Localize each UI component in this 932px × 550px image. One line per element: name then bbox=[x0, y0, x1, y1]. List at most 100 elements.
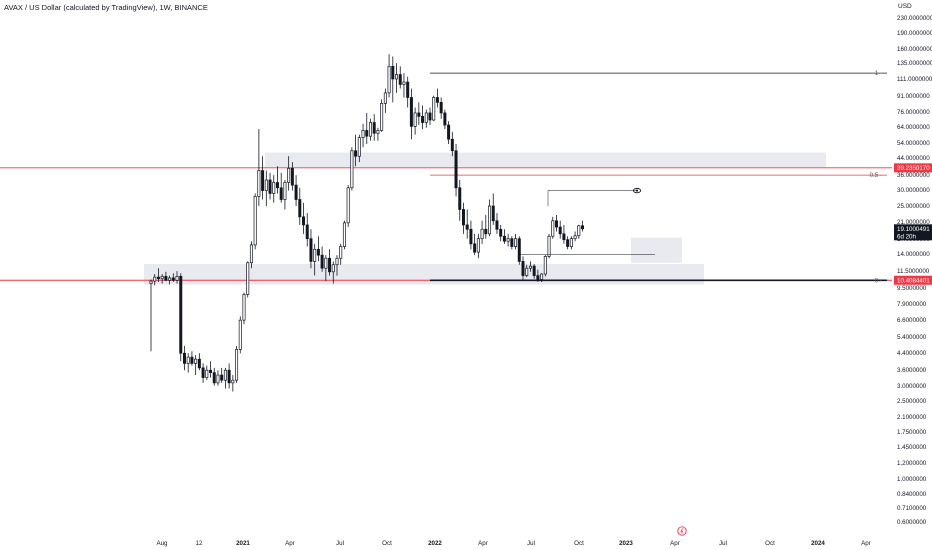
candle bbox=[569, 236, 573, 250]
candle-body bbox=[525, 267, 529, 276]
y-tick-label: 30.0000000 bbox=[897, 187, 930, 194]
candle bbox=[223, 367, 227, 389]
candle bbox=[514, 233, 518, 250]
candle-body bbox=[201, 367, 205, 378]
candle-body bbox=[372, 122, 376, 134]
x-tick-label: Apr bbox=[285, 540, 295, 547]
candle bbox=[517, 236, 521, 265]
candle-body bbox=[171, 277, 175, 281]
candle bbox=[272, 175, 276, 203]
candle bbox=[194, 355, 198, 376]
candle-body bbox=[346, 187, 350, 224]
y-tick-label: 64.0000000 bbox=[897, 124, 930, 131]
candle bbox=[528, 261, 532, 272]
candle bbox=[186, 353, 190, 373]
candle-body bbox=[216, 374, 220, 384]
candle-body bbox=[283, 182, 287, 200]
candle-body bbox=[543, 256, 547, 275]
y-tick-label: 1.4500000 bbox=[897, 444, 927, 451]
x-axis: Aug 12 2021 Apr Jul Oct 2022 Apr Jul Oct 2023 Apr Ju… bbox=[156, 540, 870, 547]
candle bbox=[342, 220, 346, 250]
candle bbox=[231, 375, 235, 392]
candle bbox=[525, 264, 529, 278]
candle bbox=[227, 363, 231, 389]
candle bbox=[547, 233, 551, 259]
candle bbox=[302, 202, 306, 234]
candle bbox=[283, 179, 287, 210]
candle-body bbox=[383, 92, 387, 104]
candle-body bbox=[491, 205, 495, 222]
zones-layer bbox=[144, 152, 826, 285]
candle-body bbox=[528, 265, 532, 269]
candle bbox=[450, 131, 454, 157]
candle-body bbox=[190, 356, 194, 364]
candle-body bbox=[149, 280, 153, 284]
x-tick-label: 2024 bbox=[811, 540, 825, 547]
candle bbox=[335, 255, 339, 276]
candle bbox=[287, 156, 291, 191]
candle bbox=[521, 256, 525, 280]
candle-body bbox=[480, 228, 484, 240]
candle-body bbox=[536, 275, 540, 280]
candle-body bbox=[309, 238, 313, 262]
candle bbox=[577, 224, 581, 239]
candle-body bbox=[439, 101, 443, 114]
candle bbox=[298, 187, 302, 225]
candle bbox=[357, 134, 361, 163]
candle-body bbox=[342, 222, 346, 247]
candles-layer bbox=[149, 54, 585, 392]
annotations-layer bbox=[520, 187, 687, 536]
candle-body bbox=[287, 167, 291, 183]
candle bbox=[368, 118, 372, 141]
candle bbox=[395, 63, 399, 93]
candle bbox=[387, 54, 391, 98]
candle-body bbox=[402, 81, 406, 85]
candle bbox=[398, 66, 402, 89]
candle-body bbox=[235, 349, 239, 381]
y-tick-label: 54.0000000 bbox=[897, 140, 930, 147]
candle bbox=[551, 216, 555, 239]
candle-body bbox=[209, 369, 213, 373]
x-tick-label: Oct bbox=[765, 540, 775, 547]
candle bbox=[543, 255, 547, 277]
level-price-label: 39.2350170 bbox=[897, 165, 930, 172]
candle bbox=[406, 76, 410, 108]
candle bbox=[346, 185, 350, 228]
candle bbox=[532, 264, 536, 279]
candle bbox=[417, 102, 421, 126]
candle-body bbox=[566, 239, 570, 247]
candle bbox=[320, 246, 324, 272]
candle-body bbox=[365, 130, 369, 137]
candle-body bbox=[387, 65, 391, 94]
x-tick-label: Apr bbox=[478, 540, 488, 547]
candle bbox=[201, 363, 205, 383]
candle-body bbox=[473, 243, 477, 253]
candle-body bbox=[212, 372, 216, 384]
candle-body bbox=[517, 238, 521, 262]
y-tick-label: 190.0000000 bbox=[897, 30, 932, 37]
x-tick-label: Jul bbox=[336, 540, 344, 547]
candle bbox=[566, 236, 570, 250]
candle-body bbox=[160, 275, 164, 280]
chart-title: AVAX / US Dollar (calculated by TradingV… bbox=[4, 3, 208, 12]
candle bbox=[257, 129, 261, 207]
candle-body bbox=[316, 248, 320, 256]
candle bbox=[558, 220, 562, 239]
level-price-label: 10.4084401 bbox=[897, 277, 930, 284]
candle-body bbox=[354, 150, 358, 157]
level-price-label-bg bbox=[894, 163, 932, 173]
last-price-label-bg bbox=[894, 224, 932, 241]
candle-body bbox=[339, 246, 343, 259]
candle bbox=[220, 367, 224, 383]
candle bbox=[458, 179, 462, 221]
candle-body bbox=[465, 224, 469, 230]
candle-body bbox=[562, 233, 566, 241]
candle-body bbox=[268, 179, 272, 194]
candle-body bbox=[168, 277, 172, 281]
alert-icon bbox=[677, 526, 687, 536]
candle-body bbox=[264, 179, 268, 191]
x-tick-label: Apr bbox=[670, 540, 680, 547]
candle bbox=[328, 249, 332, 276]
candle bbox=[149, 279, 153, 352]
